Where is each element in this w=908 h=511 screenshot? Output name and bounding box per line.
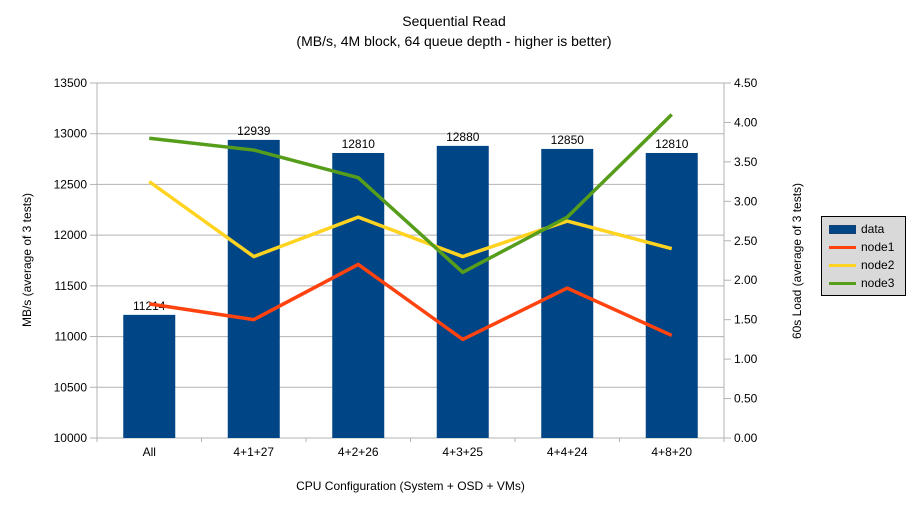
bar xyxy=(645,152,698,438)
right-axis-tick-label: 0.00 xyxy=(734,431,758,445)
left-axis-tick-label: 12500 xyxy=(54,177,88,191)
right-axis-tick-label: 0.50 xyxy=(734,392,758,406)
chart-title: Sequential Read xyxy=(402,13,506,29)
category-label: 4+1+27 xyxy=(233,445,274,459)
legend-item-node2: node2 xyxy=(829,258,901,272)
legend-label: data xyxy=(861,222,885,236)
legend-label: node2 xyxy=(861,258,895,272)
bar-value-label: 12850 xyxy=(551,133,585,147)
left-axis-tick-label: 11500 xyxy=(55,279,88,293)
legend-item-data: data xyxy=(829,222,901,236)
right-axis-tick-label: 3.50 xyxy=(734,155,758,169)
bar xyxy=(541,148,594,438)
bar-value-label: 12939 xyxy=(237,124,271,138)
right-axis-tick-label: 3.00 xyxy=(734,194,758,208)
legend-item-node1: node1 xyxy=(829,240,901,254)
bar xyxy=(227,139,280,438)
left-axis-title: MB/s (average of 3 tests) xyxy=(20,192,34,328)
legend-line-swatch xyxy=(829,263,856,267)
right-axis-tick-label: 2.00 xyxy=(734,273,758,287)
right-axis-tick-label: 1.00 xyxy=(734,352,758,366)
legend-bar-swatch xyxy=(829,224,856,234)
bar xyxy=(332,152,385,438)
category-label: 4+8+20 xyxy=(651,445,692,459)
category-label: 4+4+24 xyxy=(547,445,588,459)
series-line-node2 xyxy=(148,180,673,259)
bar-value-label: 12810 xyxy=(655,137,689,151)
left-axis-tick-label: 12000 xyxy=(54,228,88,242)
series-line-node1 xyxy=(148,262,673,342)
series-line-node3 xyxy=(149,113,673,275)
category-label: 4+2+26 xyxy=(338,445,379,459)
legend: data node1 node2 node3 xyxy=(821,216,906,296)
bar xyxy=(436,145,489,438)
left-axis-tick-label: 13000 xyxy=(54,127,88,141)
right-axis-tick-label: 2.50 xyxy=(734,234,758,248)
bar xyxy=(123,314,176,438)
left-axis-tick-label: 10000 xyxy=(54,431,88,445)
x-axis-title: CPU Configuration (System + OSD + VMs) xyxy=(296,479,525,493)
category-label: All xyxy=(143,445,156,459)
bar-value-label: 12810 xyxy=(342,137,376,151)
legend-line-swatch xyxy=(829,281,856,285)
category-label: 4+3+25 xyxy=(442,445,483,459)
bar-value-label: 12880 xyxy=(446,130,480,144)
left-axis-tick-label: 11000 xyxy=(55,330,88,344)
right-axis-tick-label: 4.00 xyxy=(734,115,758,129)
chart-subtitle: (MB/s, 4M block, 64 queue depth - higher… xyxy=(296,33,612,49)
bar-value-label: 11214 xyxy=(133,299,166,313)
left-axis-tick-label: 10500 xyxy=(54,380,88,394)
left-axis-tick-label: 13500 xyxy=(54,76,88,90)
legend-label: node1 xyxy=(861,240,895,254)
legend-item-node3: node3 xyxy=(829,276,901,290)
right-axis-tick-label: 4.50 xyxy=(734,76,758,90)
legend-line-swatch xyxy=(829,245,856,249)
right-axis-title: 60s Load (average of 3 tests) xyxy=(790,182,804,340)
right-axis-tick-label: 1.50 xyxy=(734,313,758,327)
legend-label: node3 xyxy=(861,276,895,290)
